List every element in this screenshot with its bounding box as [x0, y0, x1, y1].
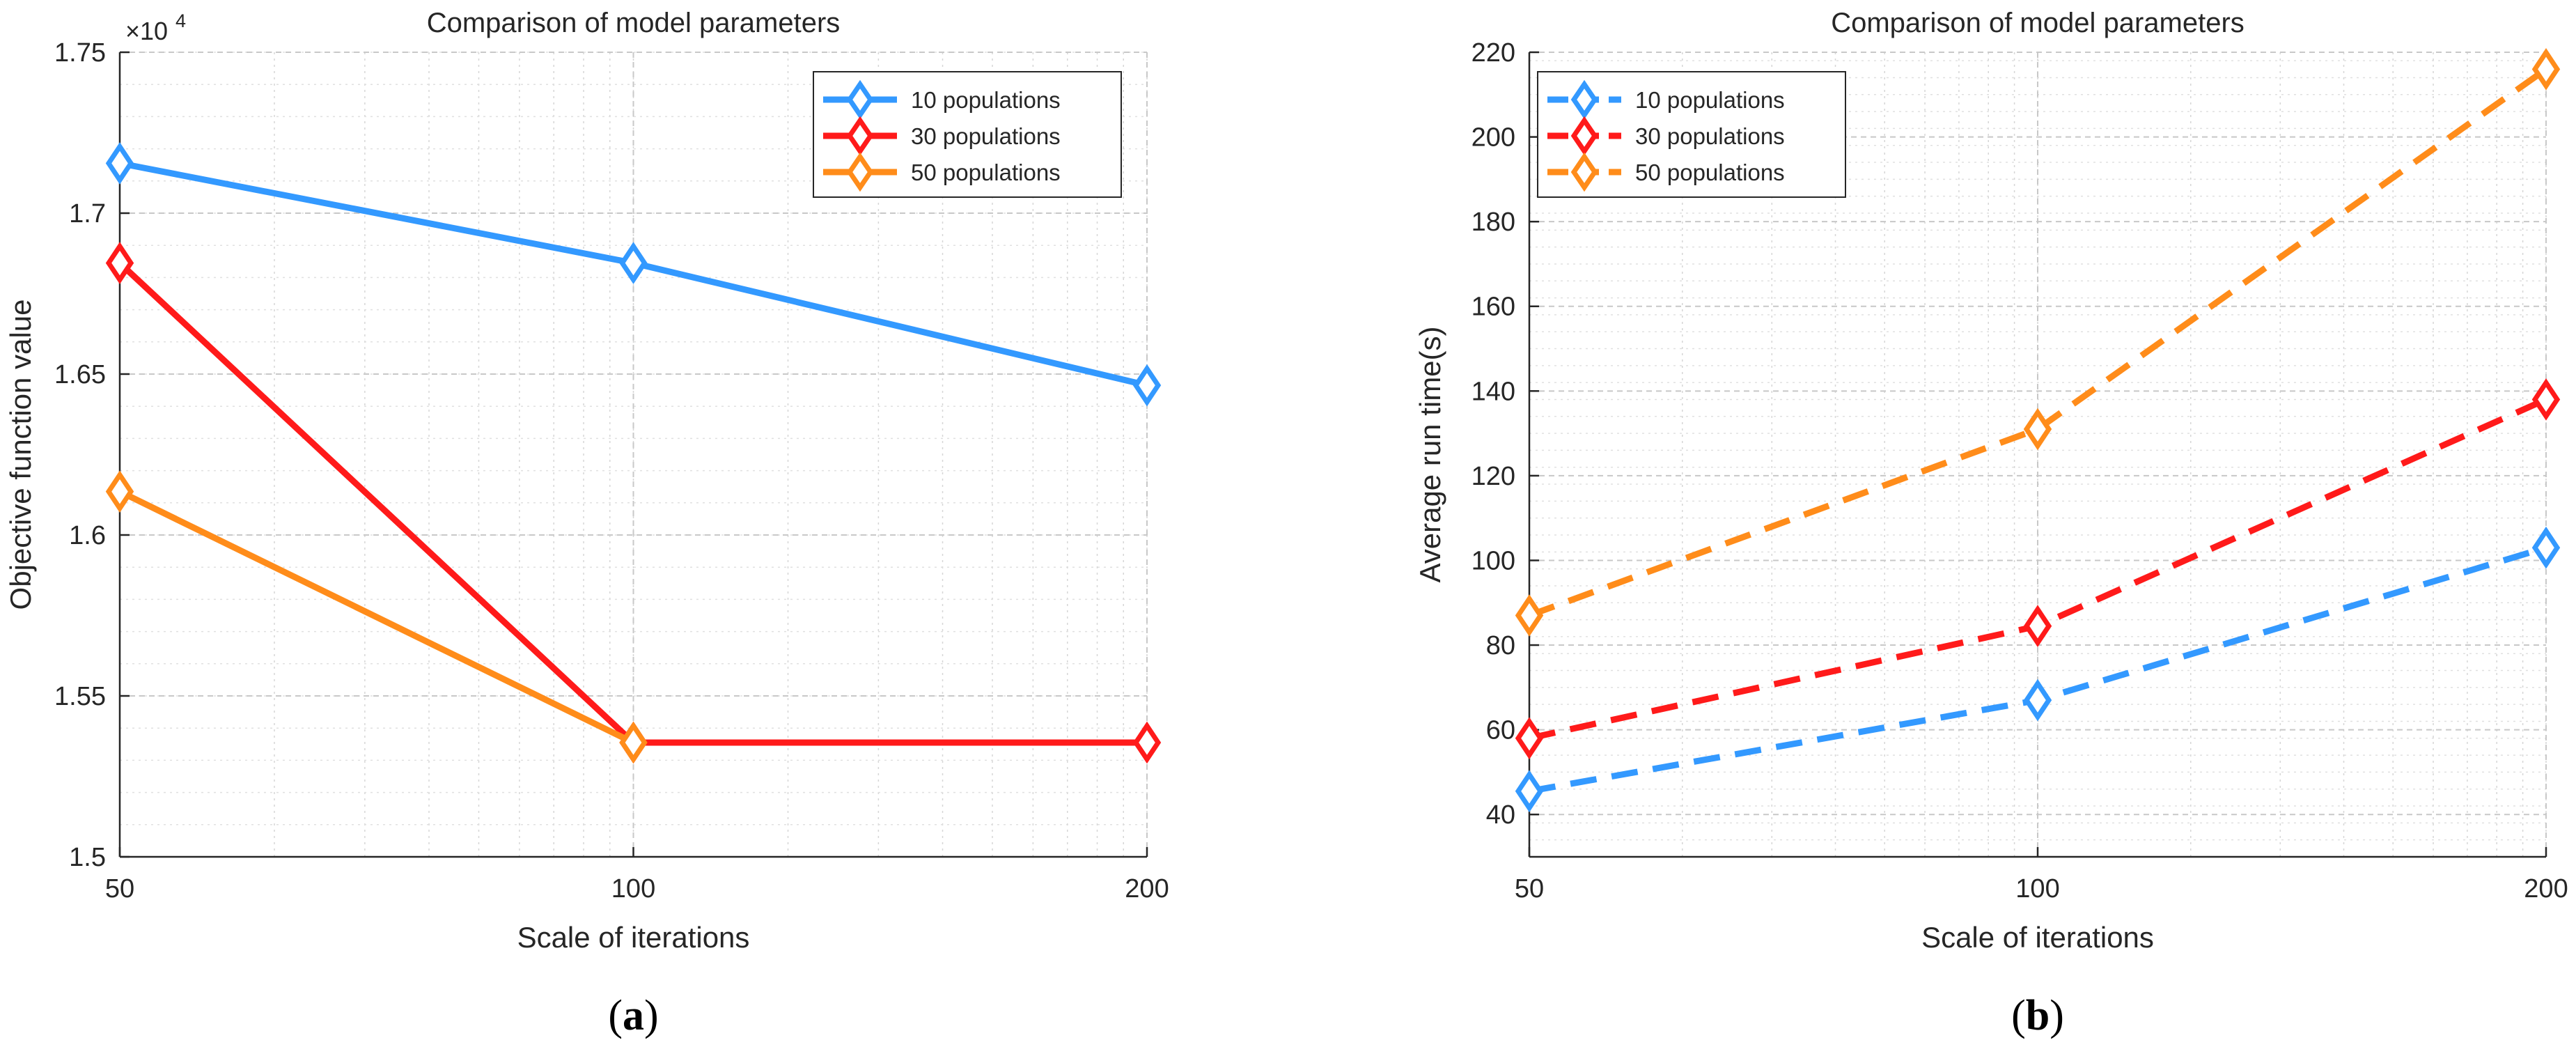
chart-title: Comparison of model parameters: [427, 8, 841, 38]
y-tick-label: 60: [1486, 716, 1515, 745]
grid: [119, 52, 1148, 858]
legend-label: 10 populations: [911, 87, 1061, 113]
panel-label-letter: b: [2026, 992, 2050, 1039]
y-axis-label: Average run time(s): [1414, 326, 1446, 582]
panel-label-letter: a: [623, 992, 644, 1039]
y-tick-label: 220: [1472, 38, 1515, 68]
y-tick-label: 140: [1472, 377, 1515, 406]
x-axis-label: Scale of iterations: [517, 921, 750, 954]
panel-label-close: ): [644, 992, 659, 1039]
chart-panel-b: 50 100 200 40 60 80 100 120 140 160 180 200 220 Compa…: [1414, 8, 2568, 1039]
y-tick-label: 1.5: [69, 843, 106, 872]
legend-swatch-diamond: [1570, 152, 1598, 192]
data-point-diamond: [2023, 678, 2052, 722]
legend-label: 30 populations: [911, 123, 1061, 149]
legend-swatch-diamond: [846, 152, 874, 192]
x-tick-label: 100: [611, 874, 655, 903]
data-point-diamond: [1515, 594, 1544, 637]
legend-label: 50 populations: [1635, 160, 1785, 185]
legend-swatch-diamond: [846, 116, 874, 156]
y-tick-label: 100: [1472, 546, 1515, 575]
chart-panel-a: 50 100 200 1.5 1.55 1.6 1.65 1.7 1.75 ×10 4 Compari…: [4, 8, 1169, 1039]
data-point-diamond: [1515, 770, 1544, 813]
data-point-diamond: [2531, 526, 2561, 569]
data-point-diamond: [1132, 721, 1162, 764]
data-point-diamond: [619, 721, 648, 764]
y-tick-label: 1.6: [69, 521, 106, 550]
chart-title: Comparison of model parameters: [1831, 8, 2245, 38]
data-point-diamond: [2023, 408, 2052, 451]
data-point-diamond: [105, 470, 134, 513]
data-point-diamond: [1132, 364, 1162, 407]
y-exponent-power: 4: [175, 10, 186, 31]
data-point-diamond: [2531, 378, 2561, 421]
series-1: [1515, 526, 2561, 813]
y-tick-label: 1.75: [54, 38, 106, 68]
y-tick-label: 180: [1472, 208, 1515, 237]
panel-label: (a): [608, 992, 658, 1039]
y-exponent-base: ×10: [125, 17, 168, 45]
data-point-diamond: [619, 242, 648, 284]
legend-label: 50 populations: [911, 160, 1061, 185]
legend-swatch-diamond: [1570, 79, 1598, 120]
y-tick-label: 200: [1472, 123, 1515, 153]
data-point-diamond: [2023, 605, 2052, 648]
panel-label-open: (: [608, 992, 623, 1039]
legend-label: 10 populations: [1635, 87, 1785, 113]
legend-label: 30 populations: [1635, 123, 1785, 149]
x-tick-label: 50: [1515, 874, 1544, 903]
panel-label-open: (: [2011, 992, 2026, 1039]
y-axis-label: Objective function value: [4, 300, 37, 610]
legend: 10 populations 30 populations 50 populatio…: [813, 71, 1122, 198]
x-tick-label: 50: [105, 874, 134, 903]
series-1: [105, 142, 1162, 407]
series-line: [118, 488, 635, 746]
y-tick-label: 1.65: [54, 360, 106, 389]
series-3: [105, 470, 648, 764]
series-line: [1528, 66, 2548, 619]
y-tick-label: 80: [1486, 631, 1515, 660]
y-tick-label: 1.55: [54, 682, 106, 711]
x-tick-label: 200: [2524, 874, 2568, 903]
series-2: [1515, 378, 2561, 760]
legend: 10 populations 30 populations 50 populatio…: [1537, 71, 1846, 198]
x-tick-label: 100: [2015, 874, 2059, 903]
x-tick-label: 200: [1125, 874, 1169, 903]
x-axis-label: Scale of iterations: [1921, 921, 2154, 954]
y-exponent: ×10 4: [125, 10, 186, 45]
data-point-diamond: [105, 242, 134, 284]
data-point-diamond: [2531, 48, 2561, 91]
y-tick-label: 40: [1486, 800, 1515, 830]
series-3: [1515, 48, 2561, 637]
panel-label-close: ): [2050, 992, 2064, 1039]
panel-label: (b): [2011, 992, 2064, 1039]
y-tick-label: 120: [1472, 462, 1515, 491]
y-tick-label: 1.7: [69, 199, 106, 228]
legend-swatch-diamond: [1570, 116, 1598, 156]
y-tick-label: 160: [1472, 293, 1515, 322]
legend-swatch-diamond: [846, 79, 874, 120]
data-point-diamond: [105, 142, 134, 185]
data-point-diamond: [1515, 717, 1544, 760]
